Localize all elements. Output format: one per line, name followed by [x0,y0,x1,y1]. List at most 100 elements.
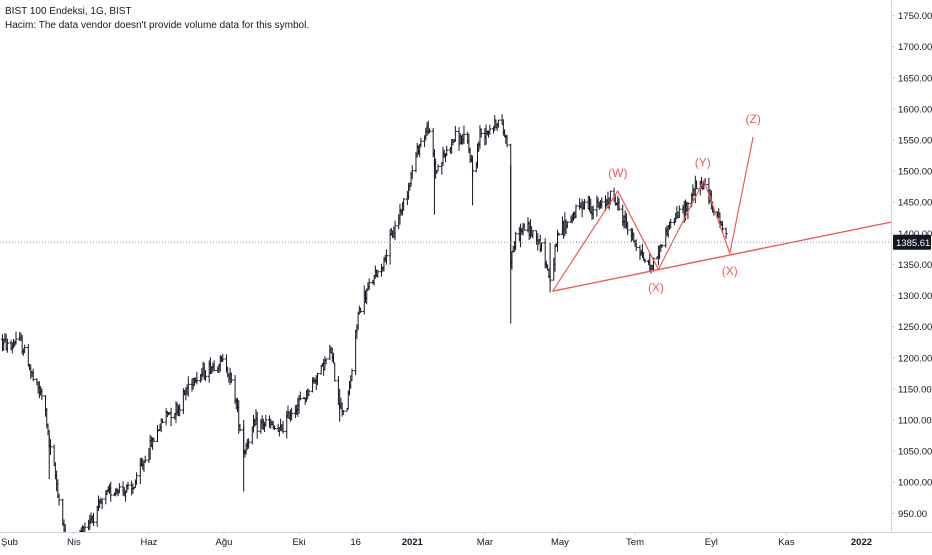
ohlc-bar [582,199,587,210]
ohlc-bar [117,483,121,494]
y-tick-label: 1750.00 [898,11,932,22]
ohlc-bar [531,230,535,239]
ohlc-bar [402,198,406,211]
x-tick-label: Haz [140,537,157,548]
ohlc-bar [496,119,501,128]
ohlc-bar [40,388,44,401]
ohlc-bar [126,481,130,490]
ohlc-bar [393,220,397,241]
ohlc-bar [565,221,569,229]
ohlc-bar [341,410,345,415]
y-tick-label: 1650.00 [898,73,932,84]
y-tick-label: 1450.00 [898,198,932,209]
x-tick-label: Şub [1,537,18,548]
y-tick-label: 1250.00 [898,322,932,333]
x-tick-label: 2022 [851,537,872,548]
y-tick-label: 1000.00 [898,478,932,489]
ohlc-bar [677,205,681,218]
ohlc-bar [514,231,518,251]
x-tick-label: Kas [778,537,795,548]
ohlc-bar [91,512,96,526]
x-tick-label: Tem [626,537,644,548]
ohlc-bar [155,425,160,442]
wave-label: (Y) [695,155,711,169]
ohlc-bar [169,407,173,427]
x-tick-label: Nis [67,537,81,548]
ohlc-bar [436,164,440,172]
ohlc-bar [290,407,294,421]
ohlc-bar [203,370,208,382]
ohlc-bar [505,134,509,148]
x-tick-label: 2021 [402,537,424,548]
ohlc-bar [160,418,165,424]
ohlc-bar [462,125,466,144]
ohlc-bar [479,128,483,138]
ohlc-bar [634,239,638,252]
elliott-wave-annotations: (W) (X) (Y) (X) (Z) [552,112,892,294]
ohlc-bar [643,258,647,263]
ohlc-bar [660,244,664,248]
y-tick-label: 1700.00 [898,42,932,53]
y-tick-label: 1300.00 [898,291,932,302]
ohlc-bar [298,391,302,401]
x-tick-label: Eyl [705,537,718,548]
volume-note: Hacim: The data vendor doesn't provide v… [5,20,310,31]
y-tick-label: 1350.00 [898,260,932,271]
ohlc-bar [255,411,259,439]
ohlc-bar [410,165,414,180]
symbol-title: BIST 100 Endeksi, 1G, BIST [5,6,132,17]
wave-label: (X) [648,280,664,294]
ohlc-bar [100,498,104,510]
ohlc-bar [333,362,337,382]
ohlc-bar [694,180,699,190]
ohlc-bar [238,424,242,432]
y-tick-label: 1100.00 [898,416,932,427]
ohlc-bar [453,125,457,142]
x-tick-label: Eki [292,537,305,548]
wave-label: (Z) [746,112,761,126]
ohlc-bar [26,343,30,367]
ohlc-bar [367,278,371,290]
x-tick-label: 16 [350,537,361,548]
ohlc-bar [315,372,320,386]
ohlc-bar [5,338,9,353]
ohlc-bar [539,242,544,252]
y-tick-label: 1050.00 [898,447,932,458]
price-tag-label: 1385.61 [896,238,930,249]
price-axis-background [891,0,932,550]
ohlc-bar [557,232,561,236]
current-price-tag: 1385.61 [893,234,931,250]
ohlc-bar [488,124,492,135]
y-tick-label: 1400.00 [898,229,932,240]
ohlc-bar [264,415,268,427]
support-trendline [552,221,892,292]
wave-path-line [552,136,754,292]
ohlc-bar [57,493,61,506]
ohlc-bar [143,455,147,463]
wave-label: (W) [608,166,627,180]
x-tick-label: May [551,537,569,548]
y-tick-label: 1550.00 [898,136,932,147]
ohlc-bar [574,204,578,219]
time-axis-background [0,532,932,550]
ohlc-bar [135,472,139,485]
ohlc-bar [246,438,251,449]
y-tick-label: 1200.00 [898,353,932,364]
ohlc-bar [617,197,621,211]
wave-label: (X) [722,264,738,278]
ohlc-bar [522,223,526,231]
ohlc-bar [376,269,380,278]
ohlc-bar [600,197,604,209]
ohlc-bar [281,420,285,434]
ohlc-bar [23,344,27,354]
x-tick-label: Ağu [216,537,233,548]
ohlc-bar [626,221,630,236]
ohlc-bar [307,389,311,397]
ohlc-bar [195,371,199,385]
ohlc-bar [591,205,595,220]
ohlc-bar [221,353,225,362]
ohlc-bar [419,137,423,148]
